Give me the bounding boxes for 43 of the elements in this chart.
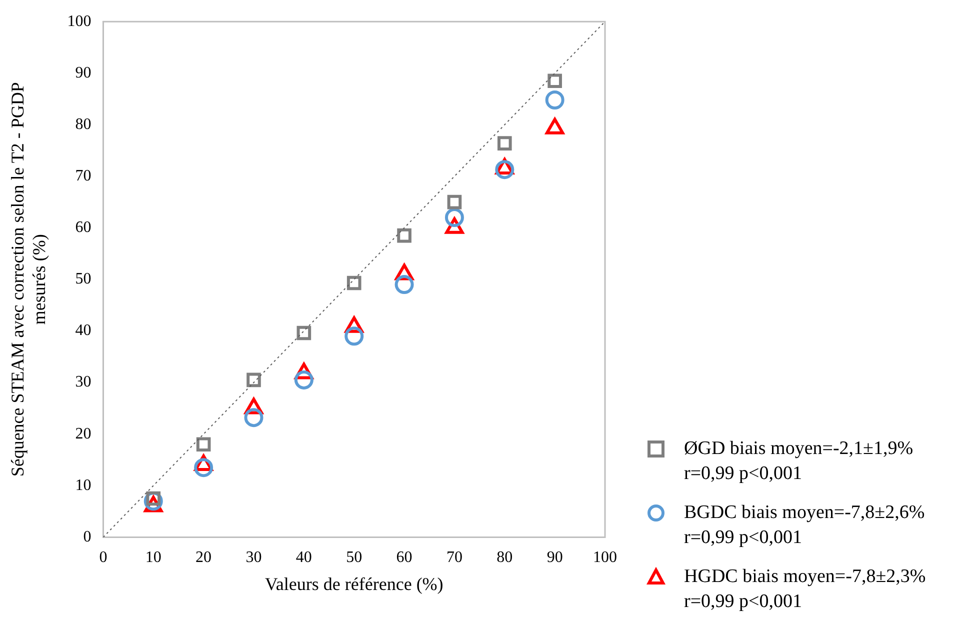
- x-axis-title: Valeurs de référence (%): [264, 574, 444, 594]
- point: [244, 408, 264, 428]
- y-tick-label: 90: [75, 64, 92, 82]
- point: [495, 160, 514, 180]
- point: [346, 276, 362, 290]
- legend-label: BGDC biais moyen=-7,8±2,6% r=0,99 p<0,001: [684, 501, 925, 550]
- legend-label: ØGD biais moyen=-2,1±1,9% r=0,99 p<0,001: [684, 437, 914, 486]
- point: [447, 194, 462, 210]
- y-tick-label: 100: [67, 12, 92, 30]
- point: [394, 275, 414, 294]
- x-tick-label: 30: [246, 549, 262, 566]
- x-tick-label: 10: [145, 549, 162, 566]
- point: [397, 228, 412, 243]
- point: [545, 90, 564, 110]
- x-tick-label: 80: [496, 549, 513, 566]
- point: [497, 136, 512, 150]
- x-tick-label: 40: [296, 549, 312, 566]
- point: [444, 208, 464, 228]
- y-tick-label: 50: [75, 270, 92, 288]
- point: [548, 74, 562, 88]
- x-tick-label: 90: [546, 549, 563, 566]
- y-tick-label: 10: [75, 476, 92, 494]
- point: [196, 437, 211, 452]
- y-tick-label: 40: [75, 322, 92, 340]
- x-tick-label: 20: [196, 549, 212, 566]
- y-tick-label: 30: [75, 374, 92, 391]
- y-tick-label: 20: [75, 425, 92, 442]
- y-tick-label: 0: [83, 528, 92, 546]
- x-tick-label: 0: [99, 549, 108, 566]
- point: [294, 370, 314, 390]
- x-tick-label: 60: [396, 549, 412, 566]
- y-tick-label: 80: [75, 116, 92, 133]
- y-tick-label: 60: [75, 219, 92, 236]
- point: [296, 326, 312, 340]
- legend-label: HGDC biais moyen=-7,8±2,3% r=0,99 p<0,001: [684, 565, 926, 614]
- point: [246, 372, 261, 388]
- point: [344, 326, 364, 346]
- y-axis-title: Séquence STEAM avec correction selon le T2 - PGDP mesurés (%): [8, 82, 50, 477]
- x-tick-label: 70: [446, 549, 462, 566]
- x-tick-label: 50: [346, 549, 362, 566]
- point: [194, 458, 214, 478]
- x-tick-label: 100: [593, 549, 617, 566]
- y-tick-label: 70: [75, 167, 92, 184]
